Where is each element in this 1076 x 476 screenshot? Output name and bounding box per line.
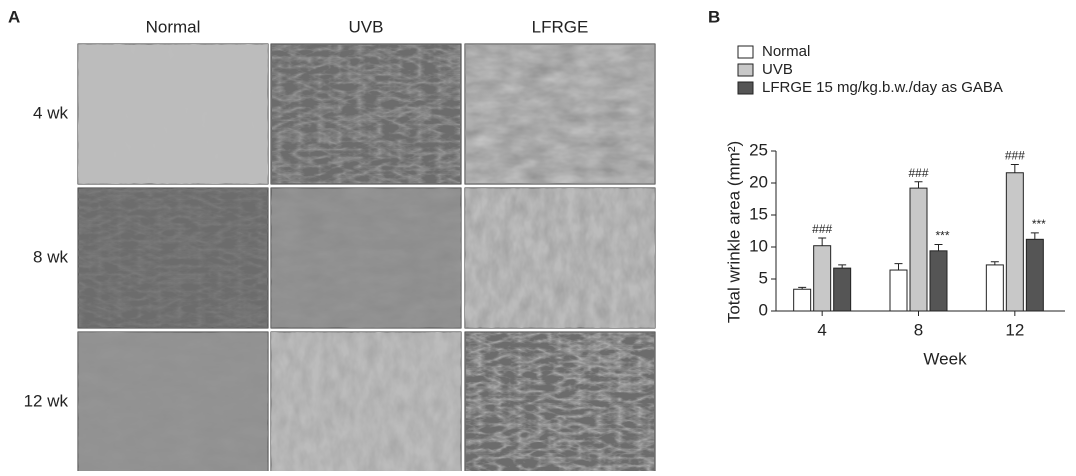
- significance-label: ###: [812, 222, 832, 236]
- skin-texture: [78, 44, 268, 184]
- legend-swatch: [737, 63, 754, 77]
- row-label: 4 wk: [33, 103, 68, 122]
- error-bar: [818, 237, 827, 246]
- bar: [1025, 238, 1044, 312]
- significance-label: ***: [935, 229, 949, 243]
- legend-label: UVB: [762, 61, 793, 78]
- column-header: Normal: [146, 17, 201, 36]
- y-tick-label: 0: [759, 300, 768, 319]
- error-bar: [914, 181, 923, 189]
- legend-label: LFRGE 15 mg/kg.b.w./day as GABA: [762, 79, 1003, 96]
- bar: [793, 288, 812, 312]
- legend-swatch: [737, 45, 754, 59]
- significance-label: ***: [1032, 217, 1046, 231]
- photo-grid: Normal UVB LFRGE 4 wk 8 wk 12 wk: [24, 17, 656, 473]
- row-label: 12 wk: [24, 391, 69, 410]
- y-tick-label: 20: [749, 172, 768, 191]
- bar: [833, 267, 852, 312]
- bar: [909, 187, 928, 312]
- error-bar: [990, 261, 999, 265]
- skin-texture: [271, 44, 461, 184]
- skin-texture: [465, 44, 655, 184]
- column-header: UVB: [349, 17, 384, 36]
- error-bar: [1030, 232, 1039, 240]
- skin-texture: [465, 188, 655, 328]
- legend-label: Normal: [762, 43, 810, 60]
- x-tick-label: 8: [914, 320, 923, 339]
- skin-texture: [78, 188, 268, 328]
- bar: [929, 250, 948, 312]
- y-tick-label: 5: [759, 268, 768, 287]
- bar: [985, 264, 1004, 312]
- panel-label: A: [8, 7, 20, 26]
- error-bar: [1010, 163, 1019, 173]
- x-axis-label: Week: [923, 349, 967, 368]
- error-bar: [894, 263, 903, 271]
- significance-label: ###: [1005, 149, 1025, 163]
- skin-texture: [271, 188, 461, 328]
- x-tick-label: 4: [817, 320, 826, 339]
- y-tick-label: 10: [749, 236, 768, 255]
- legend-swatch: [737, 81, 754, 95]
- skin-texture: [78, 332, 268, 472]
- column-header: LFRGE: [532, 17, 589, 36]
- bar: [813, 245, 832, 312]
- x-tick-label: 12: [1005, 320, 1024, 339]
- panel-label: B: [708, 7, 720, 26]
- chart: 0 5 10 15 20 25 Total wrinkle area (mm²) Week 4 #…: [724, 43, 1065, 368]
- bar: [889, 269, 908, 312]
- bar: [1005, 172, 1024, 312]
- y-axis-label: Total wrinkle area (mm²): [724, 141, 743, 323]
- y-tick-label: 15: [749, 204, 768, 223]
- y-tick-label: 25: [749, 140, 768, 159]
- skin-texture: [465, 332, 655, 472]
- error-bar: [934, 243, 943, 251]
- error-bar: [838, 264, 847, 269]
- significance-label: ###: [908, 166, 928, 180]
- skin-texture: [271, 332, 461, 472]
- row-label: 8 wk: [33, 247, 68, 266]
